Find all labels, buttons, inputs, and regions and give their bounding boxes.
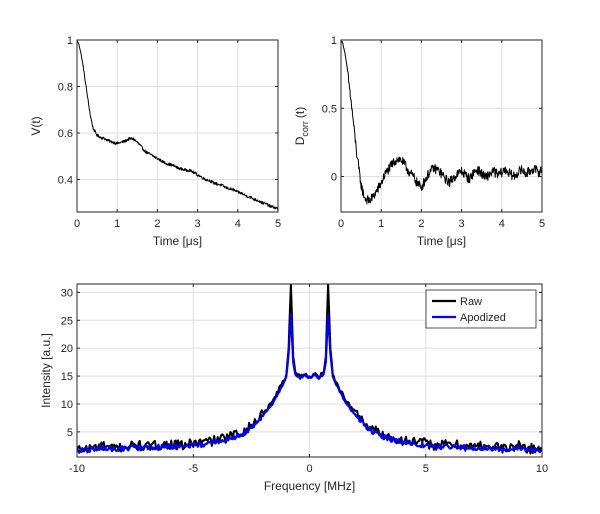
y-tick-label: 30 bbox=[61, 287, 73, 299]
y-tick-label: 10 bbox=[61, 399, 73, 411]
x-axis-label: Time [μs] bbox=[153, 234, 202, 248]
y-tick-label: 0 bbox=[331, 172, 337, 184]
y-tick-label: 5 bbox=[67, 427, 73, 439]
voltage-decay-plot: 0 1 2 3 4 5 0.4 0.6 0.8 1 Time [μs] V(t) bbox=[29, 35, 281, 248]
x-tick-label: 4 bbox=[499, 218, 505, 230]
y-tick-label: 15 bbox=[61, 371, 73, 383]
y-label-suffix: (t) bbox=[293, 107, 307, 118]
y-tick-label: 0.5 bbox=[322, 103, 337, 115]
y-label-main: D bbox=[293, 136, 307, 145]
x-tick-label: 3 bbox=[195, 218, 201, 230]
y-axis-label: Dcorr (t) bbox=[293, 107, 310, 146]
axes-box bbox=[340, 39, 543, 213]
x-tick-label: 2 bbox=[154, 218, 160, 230]
x-tick-label: 2 bbox=[418, 218, 424, 230]
legend-label-apodized: Apodized bbox=[460, 312, 506, 324]
legend: Raw Apodized bbox=[425, 289, 537, 329]
y-axis-label: Intensity [a.u.] bbox=[39, 333, 53, 408]
x-tick-label: 1 bbox=[378, 218, 384, 230]
correlation-plot: 0 1 2 3 4 5 0 0.5 1 Time [μs] Dcorr (t) bbox=[293, 35, 545, 248]
x-tick-label: 4 bbox=[235, 218, 241, 230]
legend-label-raw: Raw bbox=[460, 296, 482, 308]
x-tick-label: 5 bbox=[539, 218, 545, 230]
x-tick-label: 0 bbox=[74, 218, 80, 230]
y-tick-label: 1 bbox=[331, 35, 337, 47]
series-line bbox=[341, 40, 542, 205]
series-line-apodized bbox=[77, 313, 542, 454]
y-tick-label: 0.6 bbox=[58, 128, 73, 140]
legend-box bbox=[425, 289, 537, 329]
x-tick-label: 5 bbox=[275, 218, 281, 230]
series-line bbox=[77, 40, 278, 210]
x-tick-label: 10 bbox=[536, 463, 548, 475]
x-tick-label: 1 bbox=[114, 218, 120, 230]
y-axis-label: V(t) bbox=[29, 116, 43, 135]
y-tick-label: 0.8 bbox=[58, 81, 73, 93]
x-tick-label: 0 bbox=[338, 218, 344, 230]
x-axis-label: Frequency [MHz] bbox=[264, 479, 355, 493]
y-tick-label: 25 bbox=[61, 315, 73, 327]
x-tick-label: -5 bbox=[188, 463, 198, 475]
y-label-subscript: corr bbox=[300, 121, 310, 137]
axes-box bbox=[76, 39, 279, 213]
y-tick-label: 20 bbox=[61, 343, 73, 355]
y-tick-label: 0.4 bbox=[58, 174, 73, 186]
frequency-spectrum-plot: -10 -5 0 5 10 5 10 15 20 25 30 Frequency [MHz] Inten… bbox=[39, 283, 548, 493]
x-tick-label: 5 bbox=[423, 463, 429, 475]
x-tick-label: -10 bbox=[69, 463, 85, 475]
x-tick-label: 3 bbox=[459, 218, 465, 230]
x-tick-label: 0 bbox=[306, 463, 312, 475]
x-axis-label: Time [μs] bbox=[417, 234, 466, 248]
y-tick-label: 1 bbox=[67, 35, 73, 47]
